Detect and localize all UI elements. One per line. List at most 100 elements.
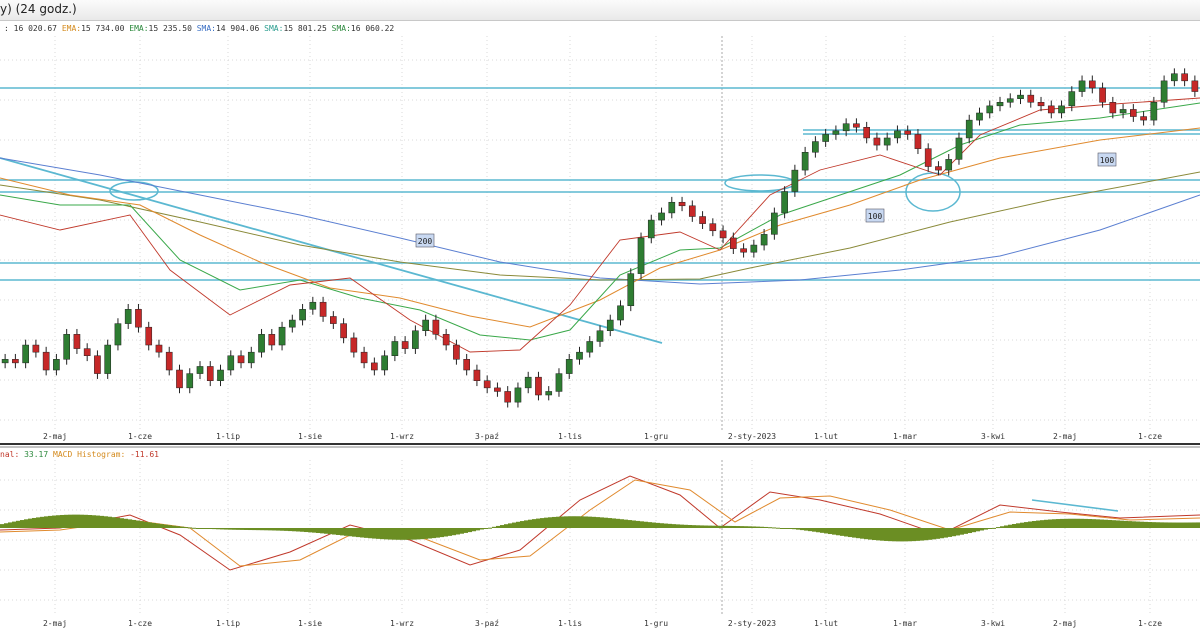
macd-histogram-bar [844, 528, 848, 537]
macd-histogram-bar [960, 528, 964, 535]
candle-body [883, 137, 891, 146]
macd-histogram-bar [1096, 519, 1100, 528]
macd-histogram-bar [388, 528, 392, 540]
x-tick-label: 3-kwi [981, 619, 1005, 628]
macd-histogram-bar [948, 528, 952, 537]
macd-histogram-bar [152, 522, 156, 528]
macd-histogram-bar [600, 517, 604, 528]
macd-histogram-bar [0, 524, 4, 528]
macd-histogram-bar [708, 525, 712, 528]
x-tick-label: 2-maj [43, 619, 67, 628]
x-tick-label: 1-cze [1138, 432, 1162, 441]
candle-body [186, 373, 194, 389]
macd-histogram-bar [216, 528, 220, 530]
x-tick-label: 1-lut [814, 432, 838, 441]
candle-body [494, 387, 501, 392]
macd-histogram-bar [1052, 519, 1056, 528]
macd-histogram-bar [724, 525, 728, 528]
ema-fast-line [0, 102, 1200, 341]
candle-body [1109, 102, 1117, 114]
macd-histogram-bar [552, 516, 556, 528]
macd-histogram-bar [540, 518, 544, 528]
macd-histogram-bar [396, 528, 400, 540]
candle-body [319, 301, 327, 317]
candle-body [391, 341, 399, 356]
x-tick-label: 1-cze [128, 432, 152, 441]
macd-histogram-bar [132, 519, 136, 528]
macd-histogram-bar [632, 520, 636, 528]
macd-histogram-bar [1068, 518, 1072, 528]
candle-body [986, 105, 994, 114]
candle-body [904, 130, 912, 135]
candle-body [63, 334, 70, 360]
macd-histogram-bar [936, 528, 940, 539]
macd-histogram-bar [1040, 520, 1044, 528]
macd-histogram-bar [1112, 520, 1116, 528]
macd-histogram-bar [728, 525, 732, 528]
candle-body [996, 102, 1004, 107]
macd-histogram-bar [4, 523, 8, 528]
sma3-value: 16 060.22 [350, 24, 395, 33]
macd-histogram-bar [648, 522, 652, 528]
macd-histogram-bar [300, 528, 304, 532]
sma1-value: 14 904.06 [215, 24, 260, 33]
candle-body [442, 334, 450, 346]
macd-histogram-bar [336, 528, 340, 535]
macd-histogram-bar [456, 528, 460, 535]
macd-histogram-bar [496, 525, 500, 528]
macd-histogram-bar [236, 528, 240, 530]
candle-body [1078, 80, 1086, 92]
macd-histogram-bar [1024, 522, 1028, 528]
macd-histogram-bar [1132, 521, 1136, 528]
macd-histogram-bar [408, 528, 412, 540]
candle-body [863, 127, 870, 139]
macd-histogram-bar [480, 528, 484, 530]
candle-body [524, 376, 532, 389]
macd-signal-value: 33.17 [24, 450, 49, 459]
macd-histogram-bar [556, 516, 560, 528]
macd-histogram-bar [800, 528, 804, 531]
candle-body [422, 319, 429, 332]
candle-body [53, 359, 60, 371]
macd-legend: nal: 33.17 MACD Histogram: -11.61 [0, 450, 159, 459]
macd-histogram-bar [84, 514, 88, 528]
macd-histogram-bar [228, 528, 232, 530]
macd-histogram-bar [816, 528, 820, 533]
candle-body [145, 326, 153, 346]
macd-histogram-bar [316, 528, 320, 533]
macd-histogram-bar [1092, 519, 1096, 528]
macd-histogram-bar [1076, 518, 1080, 528]
macd-histogram-bar [340, 528, 344, 536]
macd-histogram-bar [1164, 522, 1168, 528]
macd-histogram-bar [712, 525, 716, 528]
macd-histogram-bar [44, 516, 48, 528]
candle-body [627, 273, 635, 307]
candlestick-series [1, 68, 1199, 408]
macd-histogram-bar [92, 515, 96, 528]
macd-histogram-bar [468, 528, 472, 533]
candle-body [719, 230, 727, 239]
macd-histogram-bar [1048, 519, 1052, 528]
macd-histogram-bar [1000, 526, 1004, 528]
candle-body [473, 369, 481, 381]
candle-body [801, 152, 809, 171]
macd-histogram-bar [304, 528, 308, 533]
macd-histogram-bar [972, 528, 976, 533]
macd-histogram-bar [992, 527, 996, 529]
candle-body [1088, 80, 1096, 89]
candle-body [432, 319, 440, 335]
macd-histogram-bar [852, 528, 856, 538]
macd-histogram-bar [492, 526, 496, 528]
macd-histogram-bar [356, 528, 360, 538]
candle-body [565, 359, 573, 374]
macd-histogram-bar [880, 528, 884, 541]
macd-histogram-bar [416, 528, 420, 540]
macd-histogram-bar [868, 528, 872, 540]
candle-body [1119, 109, 1127, 114]
macd-histogram-bar [684, 524, 688, 528]
ma-period-label: 100 [868, 212, 883, 221]
ma-period-label: 100 [1100, 156, 1115, 165]
macd-histogram-bar [856, 528, 860, 539]
macd-histogram-bar [208, 528, 212, 529]
candle-body [247, 351, 255, 364]
